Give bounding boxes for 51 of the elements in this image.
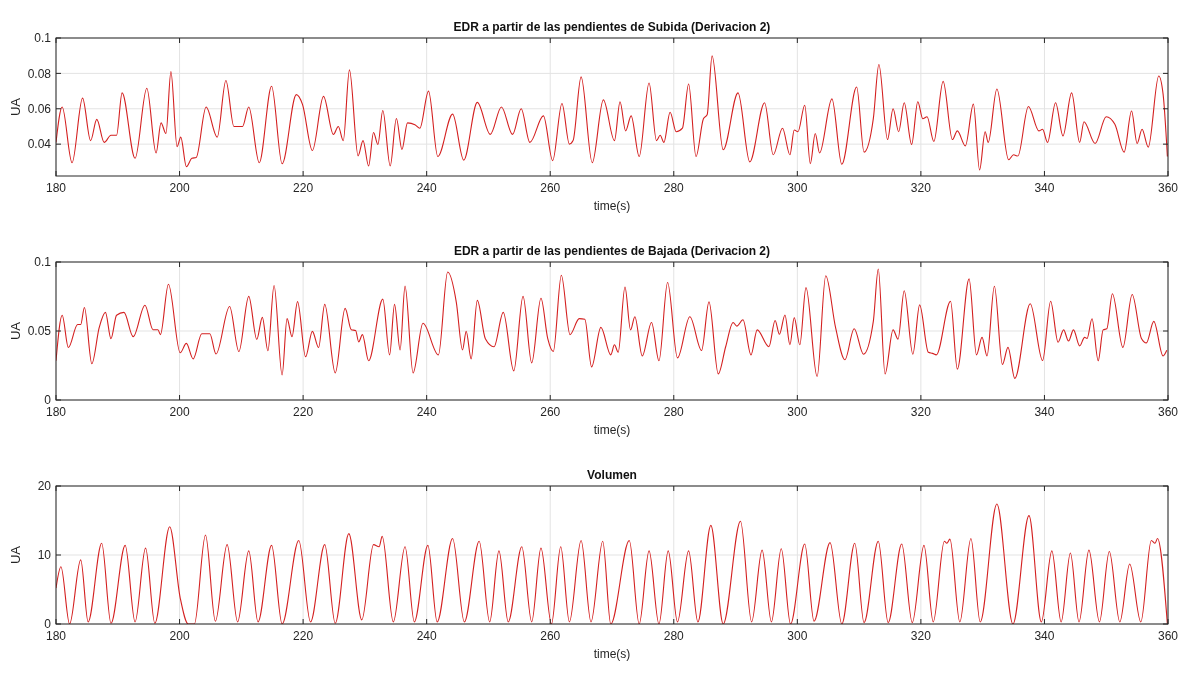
x-tick-label: 280	[663, 181, 685, 195]
x-tick-label: 280	[663, 405, 685, 419]
x-tick-label: 320	[910, 629, 932, 643]
x-tick-label: 200	[169, 405, 190, 419]
line-series	[56, 55, 1168, 171]
x-tick-label: 220	[293, 181, 314, 195]
x-tick-label: 260	[540, 405, 561, 419]
y-axis-title: UA	[8, 545, 23, 565]
x-tick-label: 340	[1034, 629, 1055, 643]
x-tick-label: 260	[540, 181, 561, 195]
y-axis-title: UA	[8, 321, 23, 341]
x-tick-label: 260	[540, 629, 561, 643]
line-series	[56, 268, 1168, 379]
y-tick-label: 0.04	[27, 137, 52, 152]
x-tick-label: 300	[787, 181, 808, 195]
y-tick-label: 0.1	[34, 31, 52, 46]
chart-title: Volumen	[587, 468, 637, 482]
y-tick-label: 0.06	[27, 101, 52, 116]
y-tick-label: 0	[44, 393, 52, 408]
x-tick-label: 360	[1157, 405, 1179, 419]
x-tick-label: 220	[293, 629, 314, 643]
x-tick-label: 180	[45, 181, 67, 195]
chart-title: EDR a partir de las pendientes de Bajada (Derivacion 2)	[453, 244, 771, 258]
x-axis-title: time(s)	[593, 199, 631, 213]
x-tick-label: 300	[787, 405, 808, 419]
x-tick-label: 240	[416, 629, 437, 643]
y-tick-label: 20	[37, 479, 52, 494]
x-tick-label: 220	[293, 405, 314, 419]
x-tick-label: 240	[416, 405, 437, 419]
x-tick-label: 180	[45, 405, 67, 419]
x-tick-label: 180	[45, 629, 67, 643]
y-tick-label: 0.08	[27, 66, 52, 81]
y-tick-label: 0.05	[27, 324, 52, 339]
x-axis-title: time(s)	[593, 423, 631, 437]
x-tick-label: 200	[169, 629, 190, 643]
y-tick-label: 0.1	[34, 255, 52, 270]
x-tick-label: 360	[1157, 181, 1179, 195]
x-tick-label: 340	[1034, 405, 1055, 419]
x-tick-label: 240	[416, 181, 437, 195]
x-tick-label: 360	[1157, 629, 1179, 643]
x-axis-title: time(s)	[593, 647, 631, 661]
x-tick-label: 280	[663, 629, 685, 643]
y-tick-label: 10	[37, 548, 52, 563]
x-tick-label: 200	[169, 181, 190, 195]
x-tick-label: 340	[1034, 181, 1055, 195]
y-tick-label: 0	[44, 617, 52, 632]
x-tick-label: 320	[910, 405, 932, 419]
chart-title: EDR a partir de las pendientes de Subida (Derivacion 2)	[453, 20, 771, 34]
y-axis-title: UA	[8, 97, 23, 117]
x-tick-label: 320	[910, 181, 932, 195]
x-tick-label: 300	[787, 629, 808, 643]
